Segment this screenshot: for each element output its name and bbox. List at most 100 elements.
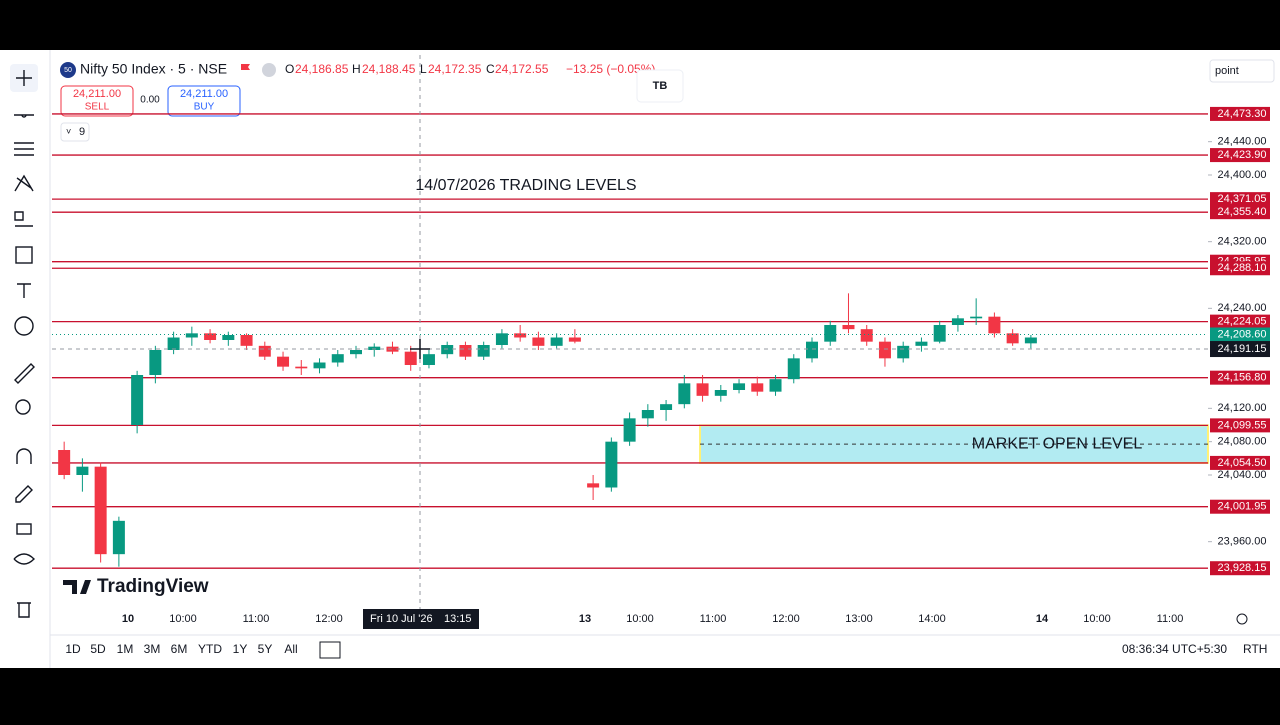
candle-body (277, 356, 290, 367)
tv-logo (63, 580, 91, 594)
candle-body (733, 383, 746, 390)
x-tick-label: 10 (122, 613, 134, 625)
candle-body (714, 390, 727, 396)
indicators-toggle[interactable] (60, 122, 90, 142)
x-tick-label: 11:00 (700, 613, 727, 625)
point-label: point (1215, 65, 1239, 77)
x-tick-label: 12:00 (772, 613, 800, 625)
symbol[interactable]: Nifty 50 Index · 5 · NSE (80, 61, 227, 77)
h-key: H (352, 62, 361, 76)
level-tag (1210, 106, 1270, 121)
candle-body (331, 354, 344, 363)
buy-label: BUY (194, 102, 215, 113)
buy-price: 24,211.00 (180, 88, 228, 100)
tool-ruler[interactable] (14, 363, 35, 384)
chart-title: 14/07/2026 TRADING LEVELS (415, 177, 636, 194)
candle-body (131, 375, 144, 425)
market-status (262, 63, 276, 77)
y-tick-label: 24,440.00 (1218, 136, 1267, 148)
crosshair-time-tag (363, 609, 479, 629)
candle-body (422, 354, 435, 365)
level-label: 24,001.95 (1218, 501, 1267, 513)
level-tag (1210, 455, 1270, 470)
range-button[interactable]: 6M (171, 642, 188, 656)
candle-body (787, 358, 800, 380)
x-tick-label: 10:00 (169, 613, 197, 625)
tool-pattern[interactable] (14, 174, 34, 192)
range-button[interactable]: 3M (144, 642, 161, 656)
candle-body (550, 337, 563, 346)
candle-body (623, 418, 636, 442)
tool-trash[interactable] (17, 602, 31, 618)
y-tick-label: 24,320.00 (1218, 236, 1267, 248)
tb-button[interactable] (636, 69, 684, 103)
candle-body (568, 337, 581, 342)
candle-body (313, 362, 326, 369)
tool-lock[interactable] (16, 523, 32, 535)
range-button[interactable]: 1M (117, 642, 134, 656)
point-box[interactable] (1209, 59, 1275, 83)
l-key: L (420, 62, 427, 76)
tool-eye[interactable] (13, 553, 35, 565)
clock: 08:36:34 UTC+5:30 (1122, 642, 1227, 656)
candle-body (751, 383, 764, 392)
range-button[interactable]: 5D (90, 642, 106, 656)
candle-body (495, 333, 508, 345)
range-button[interactable]: All (284, 642, 297, 656)
h-value: 24,188.45 (362, 62, 416, 76)
candle-body (94, 466, 107, 555)
tool-emoji[interactable] (14, 316, 34, 336)
crosshair-label: 24,191.15 (1218, 343, 1267, 355)
sell-price: 24,211.00 (73, 88, 121, 100)
y-tick-label: 24,400.00 (1218, 169, 1267, 181)
candle-body (240, 335, 253, 346)
sell-button[interactable] (60, 85, 134, 117)
tool-zoom[interactable] (15, 399, 31, 415)
o-key: O (285, 62, 294, 76)
y-tick-label: 23,960.00 (1218, 536, 1267, 548)
tool-magnet[interactable] (16, 448, 32, 464)
candle-body (678, 383, 691, 405)
tool-cross[interactable] (16, 70, 32, 86)
settings-icon[interactable] (1236, 613, 1248, 625)
range-button[interactable]: 5Y (258, 642, 273, 656)
candle-body (641, 410, 654, 419)
crosshair-tag (1210, 341, 1270, 358)
flag[interactable] (241, 64, 250, 70)
session[interactable]: RTH (1243, 642, 1267, 656)
range-button[interactable]: YTD (198, 642, 222, 656)
tool-line[interactable] (14, 114, 34, 118)
level-label: 24,371.05 (1218, 193, 1267, 205)
x-tick-label: 14:00 (918, 613, 946, 625)
tool-text[interactable] (17, 283, 31, 298)
l-value: 24,172.35 (428, 62, 482, 76)
level-label: 24,423.90 (1218, 149, 1267, 161)
tool-forecast[interactable] (14, 211, 33, 227)
tool-pen[interactable] (15, 485, 33, 503)
sell-label: SELL (85, 102, 110, 113)
level-tag (1210, 314, 1270, 329)
buy-button[interactable] (167, 85, 241, 117)
x-tick-label: 10:00 (626, 613, 654, 625)
candle-body (514, 333, 527, 338)
candle-body (532, 337, 545, 346)
compare-icon[interactable] (319, 641, 341, 659)
range-button[interactable]: 1Y (233, 642, 248, 656)
candle-body (258, 345, 271, 357)
range-button[interactable]: 1D (65, 642, 81, 656)
candle-body (860, 329, 873, 342)
tool-fib[interactable] (14, 142, 34, 156)
candle-body (806, 341, 818, 359)
tool-shape[interactable] (15, 246, 33, 264)
level-tag (1210, 192, 1270, 207)
level-tag (1210, 148, 1270, 163)
candle-body (660, 404, 673, 410)
candle-body (842, 325, 855, 330)
app-bg (0, 50, 1280, 668)
brand: TradingView (97, 576, 209, 597)
tb-label: TB (653, 80, 668, 92)
y-tick-label: 24,120.00 (1218, 402, 1267, 414)
indicators-count: 9 (79, 126, 85, 138)
